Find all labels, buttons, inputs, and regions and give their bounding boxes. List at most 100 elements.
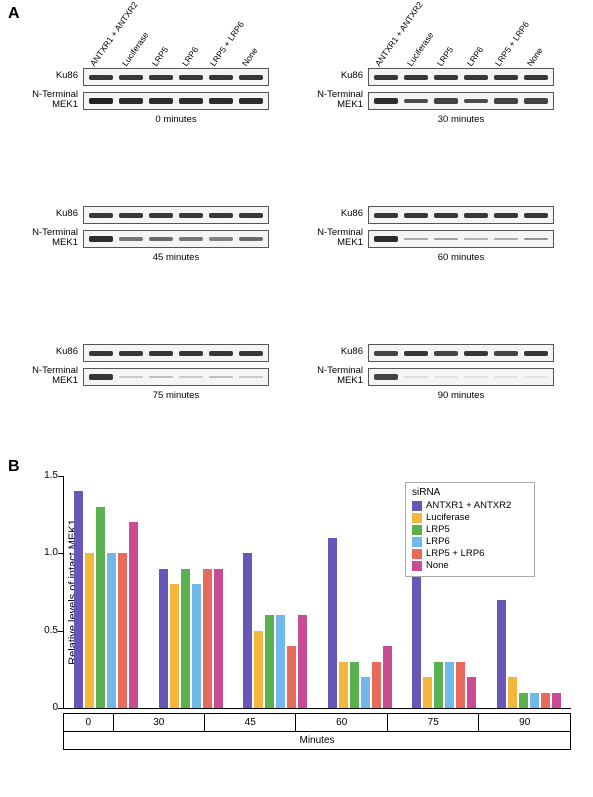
x-category-row: 03045607590 <box>64 714 571 732</box>
legend-item: LRP5 <box>412 524 528 535</box>
y-tick <box>58 476 63 477</box>
bar <box>192 584 201 708</box>
band <box>119 376 143 378</box>
lane-label: LRP6 <box>180 45 200 68</box>
bar <box>298 615 307 708</box>
x-category: 90 <box>479 714 571 732</box>
band <box>89 374 113 379</box>
band <box>89 236 113 242</box>
time-label: 30 minutes <box>368 114 554 125</box>
bar <box>243 553 252 708</box>
band <box>404 351 428 356</box>
legend-label: ANTXR1 + ANTXR2 <box>426 500 511 511</box>
ku86-label: Ku86 <box>305 71 363 81</box>
band <box>179 75 203 80</box>
ku86-label: Ku86 <box>20 71 78 81</box>
mek1-label: N-TerminalMEK1 <box>20 90 78 111</box>
bar <box>170 584 179 708</box>
panel-b: Relative levels of intact MEK1 00.51.01.… <box>20 468 575 788</box>
bar-group <box>233 476 318 708</box>
y-tick-label: 1.5 <box>40 470 58 481</box>
bar <box>497 600 506 708</box>
band <box>239 75 263 80</box>
band <box>374 98 398 104</box>
bar <box>265 615 274 708</box>
x-category: 75 <box>387 714 478 732</box>
mek1-blot <box>368 92 554 110</box>
bar <box>361 677 370 708</box>
time-label: 45 minutes <box>83 252 269 263</box>
band <box>434 351 458 356</box>
y-tick <box>58 708 63 709</box>
band <box>404 238 428 240</box>
x-axis-label: Minutes <box>64 732 571 750</box>
band <box>524 213 548 218</box>
band <box>149 376 173 378</box>
bar <box>350 662 359 708</box>
mek1-label: N-TerminalMEK1 <box>20 228 78 249</box>
band <box>89 351 113 356</box>
band <box>239 98 263 104</box>
ku86-blot <box>368 68 554 86</box>
time-label: 60 minutes <box>368 252 554 263</box>
x-axis-line <box>63 708 571 709</box>
bar <box>423 677 432 708</box>
y-tick <box>58 631 63 632</box>
band <box>524 351 548 356</box>
band <box>149 213 173 218</box>
bar <box>445 662 454 708</box>
band <box>374 236 398 242</box>
ku86-label: Ku86 <box>20 347 78 357</box>
band <box>464 238 488 240</box>
mek1-label: N-TerminalMEK1 <box>305 90 363 111</box>
time-label: 0 minutes <box>83 114 269 125</box>
band <box>464 376 488 378</box>
legend-item: ANTXR1 + ANTXR2 <box>412 500 528 511</box>
bar <box>203 569 212 708</box>
x-label-row: Minutes <box>64 732 571 750</box>
legend-swatch <box>412 561 422 571</box>
x-axis-table: 03045607590 Minutes <box>63 713 571 750</box>
band <box>434 75 458 80</box>
lane-labels: ANTXR1 + ANTXR2LuciferaseLRP5LRP6LRP5 + … <box>90 20 270 68</box>
legend-label: LRP5 + LRP6 <box>426 548 484 559</box>
bar <box>467 677 476 708</box>
x-category: 0 <box>64 714 114 732</box>
band <box>179 98 203 104</box>
band <box>524 238 548 241</box>
band <box>209 98 233 104</box>
legend-swatch <box>412 513 422 523</box>
band <box>404 75 428 80</box>
band <box>209 213 233 218</box>
x-category: 60 <box>296 714 387 732</box>
lane-label: LRP5 <box>150 45 170 68</box>
band <box>464 351 488 356</box>
band <box>179 351 203 356</box>
legend-label: None <box>426 560 449 571</box>
bar <box>85 553 94 708</box>
lane-label: None <box>525 46 545 68</box>
bar <box>276 615 285 708</box>
ku86-blot <box>368 344 554 362</box>
band <box>494 98 518 103</box>
ku86-label: Ku86 <box>20 209 78 219</box>
bar <box>107 553 116 708</box>
y-tick-label: 1.0 <box>40 547 58 558</box>
bar <box>129 522 138 708</box>
panel-a-label: A <box>8 5 20 23</box>
mek1-blot <box>83 92 269 110</box>
band <box>89 98 113 104</box>
legend-swatch <box>412 537 422 547</box>
legend-title: siRNA <box>412 487 528 498</box>
bar <box>456 662 465 708</box>
band <box>119 213 143 218</box>
panel-b-label: B <box>8 458 20 476</box>
mek1-label: N-TerminalMEK1 <box>305 228 363 249</box>
bar <box>339 662 348 708</box>
bar <box>328 538 337 708</box>
band <box>374 213 398 218</box>
band <box>119 98 143 104</box>
bar <box>552 693 561 708</box>
band <box>239 376 263 378</box>
band <box>434 376 458 378</box>
